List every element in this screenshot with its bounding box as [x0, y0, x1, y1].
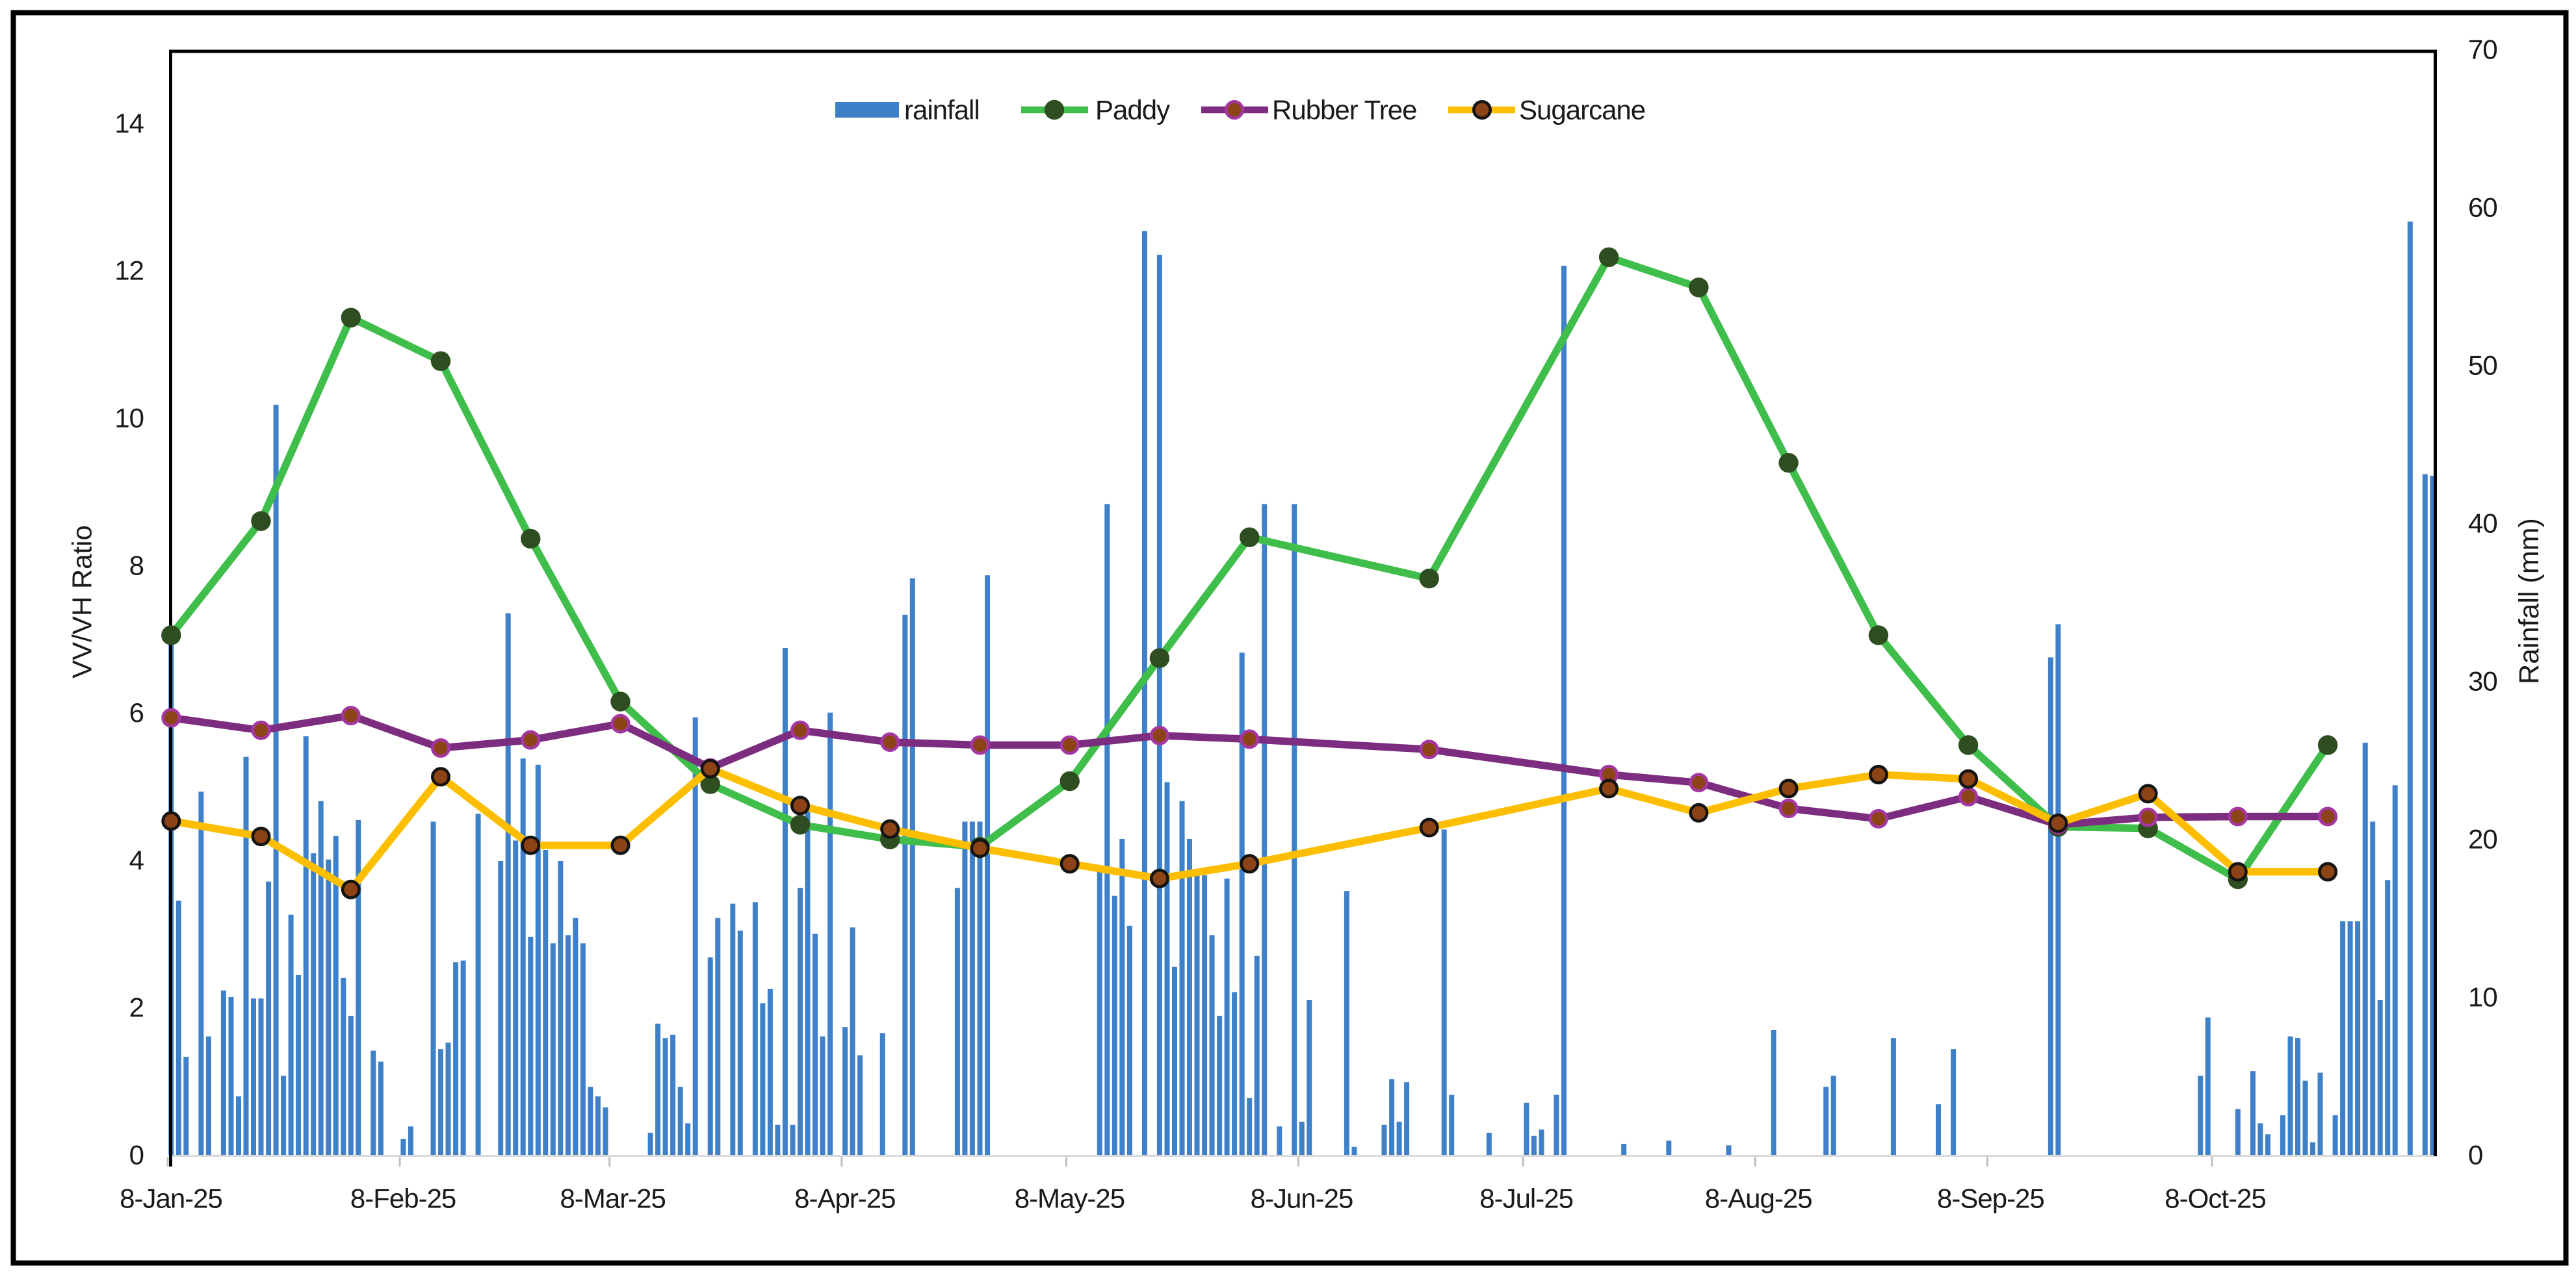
- svg-text:0: 0: [2468, 1140, 2482, 1170]
- svg-text:8-Aug-25: 8-Aug-25: [1705, 1183, 1812, 1214]
- svg-text:40: 40: [2468, 508, 2497, 539]
- svg-text:8-Sep-25: 8-Sep-25: [1937, 1183, 2044, 1214]
- svg-text:6: 6: [129, 697, 144, 728]
- svg-text:8-Mar-25: 8-Mar-25: [560, 1183, 666, 1214]
- svg-text:rainfall: rainfall: [904, 95, 980, 125]
- svg-text:10: 10: [2468, 982, 2497, 1013]
- svg-text:8-Jun-25: 8-Jun-25: [1251, 1183, 1353, 1214]
- svg-text:14: 14: [114, 108, 144, 138]
- svg-text:Paddy: Paddy: [1095, 95, 1170, 125]
- svg-text:Rubber Tree: Rubber Tree: [1272, 95, 1416, 125]
- svg-text:12: 12: [114, 255, 144, 286]
- svg-text:30: 30: [2468, 666, 2497, 697]
- svg-text:8-May-25: 8-May-25: [1015, 1183, 1125, 1214]
- svg-text:8-Apr-25: 8-Apr-25: [794, 1183, 895, 1214]
- svg-text:8: 8: [129, 550, 144, 580]
- svg-text:8-Jul-25: 8-Jul-25: [1479, 1183, 1573, 1214]
- svg-text:8-Jan-25: 8-Jan-25: [120, 1183, 222, 1214]
- svg-text:70: 70: [2468, 34, 2497, 65]
- svg-text:10: 10: [114, 403, 144, 433]
- svg-text:8-Oct-25: 8-Oct-25: [2165, 1183, 2265, 1214]
- svg-text:4: 4: [129, 845, 144, 875]
- svg-text:VV/VH Ratio: VV/VH Ratio: [67, 525, 98, 678]
- svg-text:Rainfall (mm): Rainfall (mm): [2514, 518, 2545, 684]
- svg-text:50: 50: [2468, 350, 2497, 381]
- svg-text:60: 60: [2468, 192, 2497, 223]
- svg-text:2: 2: [129, 992, 144, 1023]
- svg-text:8-Feb-25: 8-Feb-25: [350, 1183, 456, 1214]
- svg-text:Sugarcane: Sugarcane: [1519, 95, 1645, 125]
- svg-text:0: 0: [129, 1140, 144, 1170]
- svg-text:20: 20: [2468, 824, 2497, 855]
